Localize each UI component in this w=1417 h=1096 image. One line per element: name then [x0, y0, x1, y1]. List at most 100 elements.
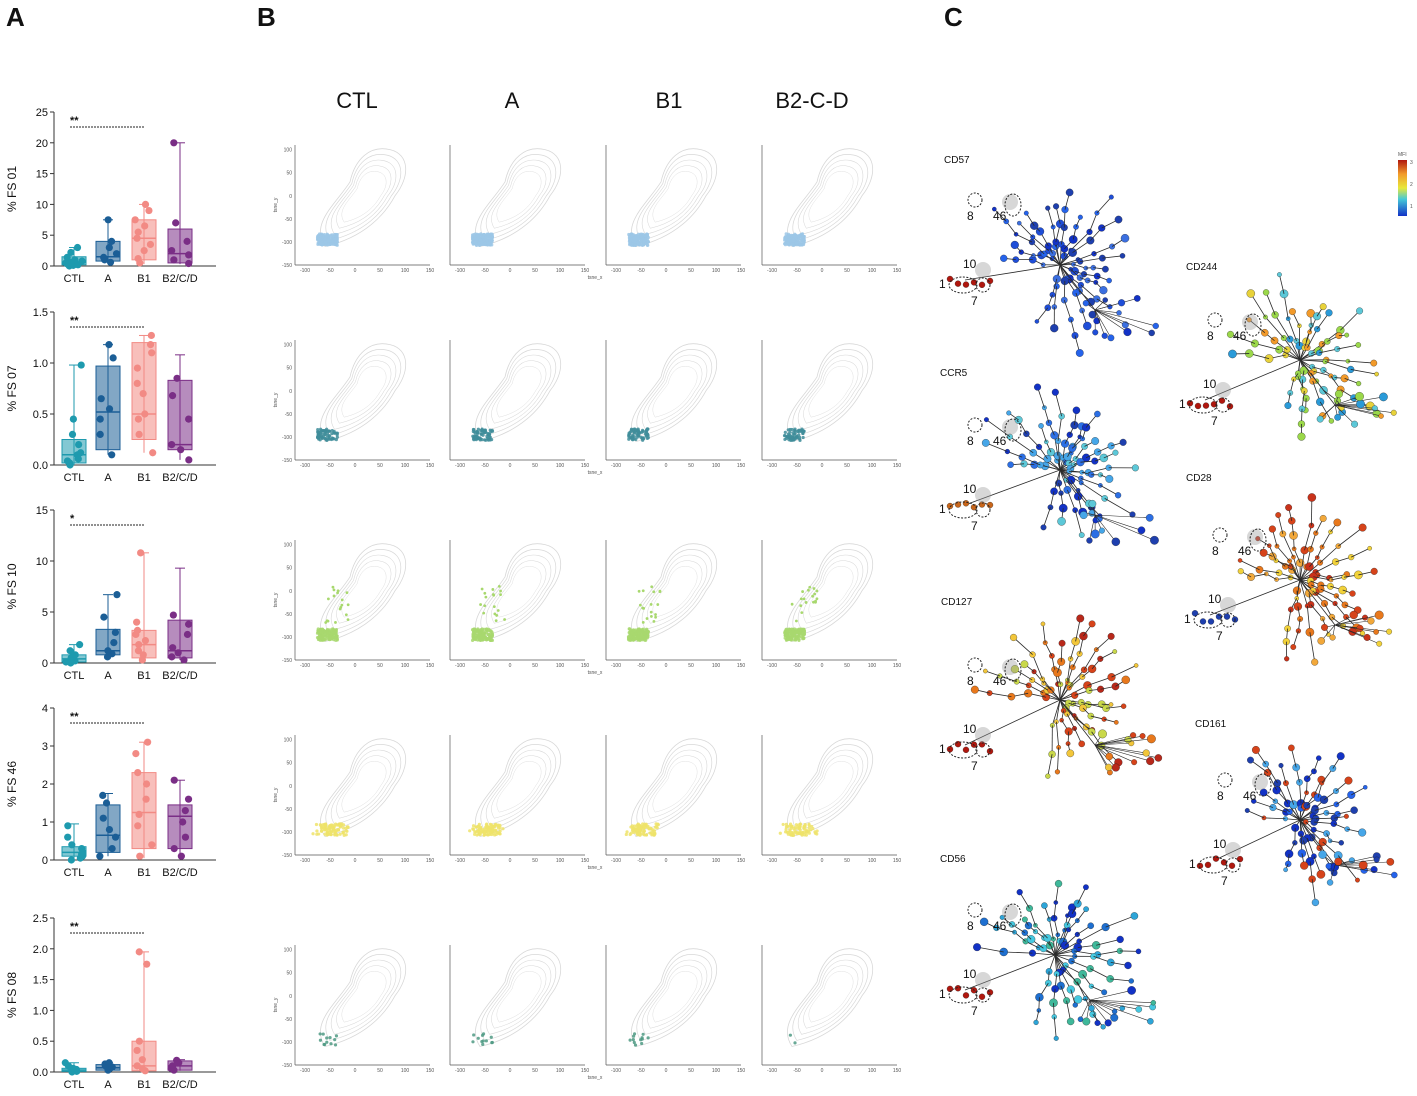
tree-edge	[1032, 654, 1043, 680]
tree-edge	[1319, 545, 1339, 563]
tsne-point	[492, 593, 496, 597]
tsne-point	[795, 832, 799, 836]
tree-node	[1347, 790, 1356, 799]
tree-node	[1098, 527, 1105, 534]
tsne-x-tick-label: 50	[688, 463, 694, 469]
tsne-point	[336, 823, 341, 827]
tree-node	[1367, 546, 1372, 551]
tsne-y-tick-label: 50	[286, 566, 292, 572]
tree-node	[983, 668, 988, 674]
tsne-contour	[485, 749, 552, 825]
tsne-x-tick-label: -100	[611, 463, 621, 469]
data-point	[134, 769, 142, 777]
tsne-contour	[647, 360, 703, 424]
tsne-point	[800, 833, 804, 837]
tsne-point	[325, 434, 329, 438]
box-CTL	[61, 1059, 87, 1076]
tree-node	[1117, 299, 1126, 307]
tsne-contour	[480, 744, 557, 831]
x-tick-label: B1	[137, 273, 150, 285]
tree-node	[962, 992, 970, 999]
tsne-row-2: -100 -50 0 50 100 150100500-50-100-150tsne_y-…	[273, 340, 901, 476]
tree-node	[1355, 877, 1360, 883]
tree-node	[1325, 309, 1333, 317]
tsne-point	[483, 428, 487, 432]
y-tick-label: 0.0	[33, 460, 48, 472]
tree-node	[1146, 757, 1155, 766]
tsne-point	[334, 631, 338, 635]
y-axis-label: % FS 07	[5, 365, 19, 411]
tree-node	[1251, 746, 1260, 754]
tsne-point	[792, 638, 796, 642]
node-number-label: 8	[967, 434, 974, 448]
data-point	[61, 1059, 69, 1067]
tree-node	[1113, 720, 1119, 725]
tree-node	[1077, 214, 1083, 220]
tsne-point	[485, 825, 489, 829]
tree-node	[1391, 871, 1398, 879]
tsne-contour	[792, 549, 869, 636]
tree-edge	[1094, 302, 1122, 311]
tree-edge	[1263, 817, 1286, 820]
data-point	[106, 258, 115, 266]
tree-node	[1073, 995, 1083, 1004]
tsne-y-tick-label: 50	[286, 761, 292, 767]
tree-node	[946, 275, 954, 283]
tsne-point	[494, 829, 498, 834]
tree-edge	[1320, 588, 1337, 597]
y-tick-label: 0	[42, 855, 48, 867]
tsne-point	[639, 637, 644, 641]
tsne-x-tick-label: 100	[868, 1068, 877, 1074]
tsne-point	[641, 1032, 645, 1036]
tsne-point	[812, 600, 815, 604]
data-point	[138, 1056, 146, 1064]
tsne-point	[632, 1040, 636, 1045]
tree-node	[1080, 436, 1085, 442]
tree-edge	[1083, 649, 1097, 671]
tsne-point	[326, 597, 330, 601]
data-point	[105, 341, 113, 349]
tsne-contour	[641, 159, 708, 235]
tree-node	[1049, 291, 1056, 298]
tsne-point	[781, 822, 785, 827]
data-point	[139, 651, 147, 659]
tree-node	[1105, 763, 1113, 771]
tsne-y-tick-label: 50	[286, 971, 292, 977]
tsne-x-tick-label: 50	[844, 463, 850, 469]
tree-node	[1129, 732, 1137, 739]
tsne-point	[797, 633, 801, 637]
data-point	[170, 776, 178, 784]
tree-node	[1273, 779, 1282, 787]
highlight-halo	[1242, 314, 1258, 330]
tree-node	[1316, 870, 1326, 879]
tree-node	[1288, 517, 1296, 525]
tsne-y-tick-label: -50	[285, 217, 292, 223]
tsne-point	[490, 438, 494, 442]
data-point	[64, 833, 72, 841]
tsne-point	[807, 588, 810, 592]
tree-edge	[1311, 879, 1316, 903]
tsne-row-4: -100 -50 0 50 100 150100500-50-100-150tsne_y-…	[273, 735, 901, 871]
x-tick-label: CTL	[64, 670, 85, 682]
data-point	[134, 415, 143, 423]
tree-edge	[1078, 926, 1106, 942]
tree-node	[1080, 271, 1088, 278]
tree-edge	[1334, 864, 1395, 876]
data-point	[107, 237, 116, 245]
tsne-y-tick-label: -150	[282, 263, 292, 269]
tsne-y-tick-label: -100	[282, 240, 292, 246]
tree-node	[1135, 948, 1142, 955]
tree-node	[1057, 517, 1066, 526]
tsne-plot: -100 -50 0 50 100 150	[605, 540, 745, 669]
selection-ellipse	[1225, 857, 1241, 873]
tree-node	[978, 281, 986, 288]
tsne-point	[494, 619, 498, 623]
node-number-label: 1	[939, 502, 946, 516]
y-axis-label: % FS 10	[5, 563, 19, 609]
tsne-point	[485, 629, 489, 633]
tree-node	[1050, 487, 1058, 496]
tree-node	[1199, 618, 1207, 625]
tree-node	[1355, 342, 1362, 348]
tsne-point	[642, 829, 646, 834]
tree-node	[1374, 371, 1379, 377]
